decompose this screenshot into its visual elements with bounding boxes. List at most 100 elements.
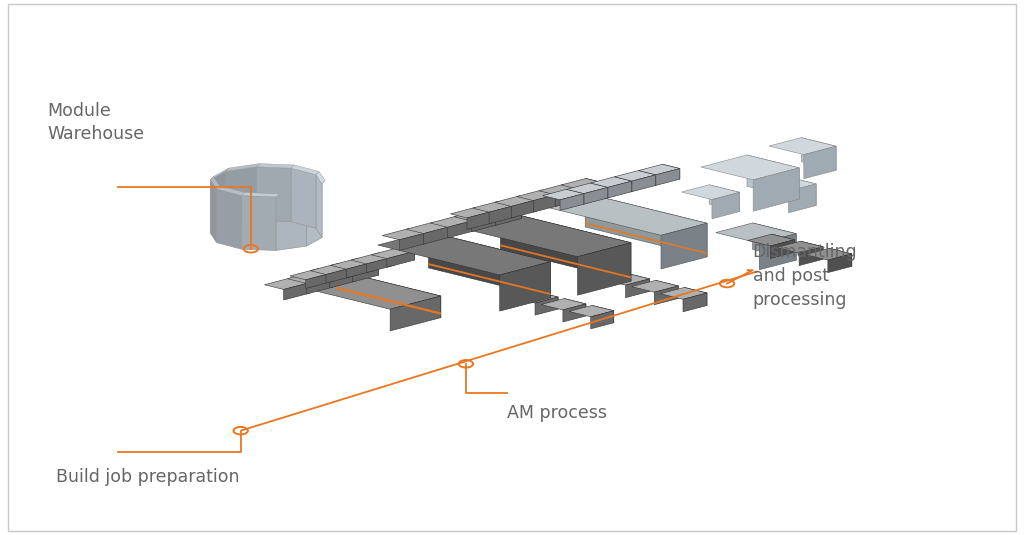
Polygon shape xyxy=(585,193,707,257)
Polygon shape xyxy=(801,137,836,170)
Polygon shape xyxy=(539,184,581,195)
Polygon shape xyxy=(471,215,498,232)
Polygon shape xyxy=(753,168,799,211)
Polygon shape xyxy=(654,286,678,305)
Polygon shape xyxy=(306,273,334,288)
Polygon shape xyxy=(330,271,355,288)
Polygon shape xyxy=(398,248,415,260)
Polygon shape xyxy=(535,297,558,315)
Polygon shape xyxy=(454,210,498,221)
Polygon shape xyxy=(264,278,309,289)
Polygon shape xyxy=(336,270,440,318)
Polygon shape xyxy=(446,211,631,257)
Polygon shape xyxy=(682,185,739,200)
Polygon shape xyxy=(770,240,795,258)
Polygon shape xyxy=(762,178,816,191)
Polygon shape xyxy=(578,182,602,201)
Polygon shape xyxy=(603,273,649,285)
Polygon shape xyxy=(684,287,707,305)
Polygon shape xyxy=(475,208,492,223)
Polygon shape xyxy=(591,177,632,187)
Polygon shape xyxy=(805,248,852,260)
Polygon shape xyxy=(564,184,581,200)
Polygon shape xyxy=(748,234,795,246)
Polygon shape xyxy=(307,181,325,193)
Polygon shape xyxy=(211,168,228,180)
Polygon shape xyxy=(632,280,678,292)
Polygon shape xyxy=(501,211,631,281)
Polygon shape xyxy=(804,146,836,179)
Polygon shape xyxy=(399,233,425,250)
Polygon shape xyxy=(225,167,256,225)
Polygon shape xyxy=(791,178,816,205)
Polygon shape xyxy=(387,251,415,268)
Polygon shape xyxy=(276,193,307,250)
Polygon shape xyxy=(358,258,374,271)
Polygon shape xyxy=(584,187,608,204)
Polygon shape xyxy=(656,169,680,186)
Polygon shape xyxy=(316,172,325,184)
Polygon shape xyxy=(371,248,415,258)
Polygon shape xyxy=(683,293,707,312)
Polygon shape xyxy=(626,279,649,297)
Polygon shape xyxy=(211,180,216,242)
Polygon shape xyxy=(367,257,394,273)
Polygon shape xyxy=(447,220,473,238)
Polygon shape xyxy=(513,292,558,303)
Polygon shape xyxy=(242,196,276,250)
Polygon shape xyxy=(467,211,492,230)
Polygon shape xyxy=(225,164,259,171)
Polygon shape xyxy=(712,192,739,219)
Polygon shape xyxy=(716,223,797,243)
Polygon shape xyxy=(316,175,322,238)
Polygon shape xyxy=(489,205,514,224)
Polygon shape xyxy=(591,183,608,198)
Polygon shape xyxy=(313,272,333,287)
Polygon shape xyxy=(569,305,613,317)
Polygon shape xyxy=(286,270,440,309)
Polygon shape xyxy=(310,266,355,278)
Polygon shape xyxy=(495,196,537,207)
Polygon shape xyxy=(472,202,514,212)
Polygon shape xyxy=(586,179,602,194)
Polygon shape xyxy=(769,137,836,155)
Polygon shape xyxy=(542,190,558,205)
Polygon shape xyxy=(334,260,379,271)
Polygon shape xyxy=(498,202,514,217)
Polygon shape xyxy=(424,227,450,244)
Polygon shape xyxy=(759,234,797,270)
Polygon shape xyxy=(307,184,322,246)
Polygon shape xyxy=(352,265,379,282)
Polygon shape xyxy=(655,280,678,299)
Polygon shape xyxy=(480,210,498,225)
Polygon shape xyxy=(578,243,631,295)
Polygon shape xyxy=(317,269,334,281)
Polygon shape xyxy=(326,268,353,283)
Polygon shape xyxy=(256,167,291,221)
Polygon shape xyxy=(663,164,680,179)
Polygon shape xyxy=(591,311,613,329)
Polygon shape xyxy=(211,177,219,189)
Polygon shape xyxy=(310,263,353,274)
Polygon shape xyxy=(284,282,309,300)
Polygon shape xyxy=(338,263,353,276)
Polygon shape xyxy=(290,269,334,280)
Polygon shape xyxy=(216,189,242,249)
Polygon shape xyxy=(799,247,823,265)
Polygon shape xyxy=(379,253,394,265)
Polygon shape xyxy=(306,277,333,294)
Polygon shape xyxy=(753,223,797,260)
Polygon shape xyxy=(585,223,707,254)
Polygon shape xyxy=(382,229,425,240)
Polygon shape xyxy=(801,241,823,259)
Polygon shape xyxy=(276,189,310,197)
Polygon shape xyxy=(211,171,225,233)
Polygon shape xyxy=(638,171,655,186)
Polygon shape xyxy=(627,273,649,292)
Polygon shape xyxy=(772,234,795,252)
Polygon shape xyxy=(566,189,584,204)
Polygon shape xyxy=(346,262,374,278)
Polygon shape xyxy=(827,254,852,273)
Polygon shape xyxy=(614,177,632,192)
Polygon shape xyxy=(428,263,551,295)
